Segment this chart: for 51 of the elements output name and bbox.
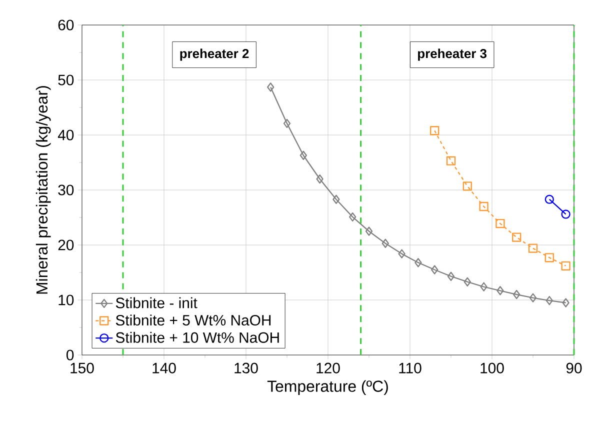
legend-label: Stibnite - init bbox=[116, 297, 198, 308]
point bbox=[496, 218, 505, 228]
point bbox=[430, 126, 440, 136]
point bbox=[414, 258, 422, 268]
x-axis-title: Temperature (ºC) bbox=[267, 380, 388, 396]
point bbox=[349, 212, 356, 222]
point bbox=[398, 249, 406, 258]
y-tick-label: 0 bbox=[66, 350, 74, 360]
legend-label: Stibnite + 5 Wt% NaOH bbox=[116, 314, 271, 326]
point bbox=[316, 174, 324, 184]
point bbox=[446, 156, 456, 166]
x-tick-label: 110 bbox=[399, 362, 422, 374]
x-tick-label: 140 bbox=[152, 362, 176, 374]
point bbox=[546, 296, 553, 306]
point bbox=[496, 286, 504, 296]
point bbox=[431, 265, 438, 274]
point bbox=[365, 226, 373, 236]
x-tick-label: 130 bbox=[234, 362, 258, 374]
point bbox=[382, 238, 389, 248]
y-tick-label: 50 bbox=[58, 74, 74, 86]
point bbox=[513, 290, 520, 300]
point bbox=[562, 298, 570, 308]
y-tick-label: 10 bbox=[58, 294, 74, 306]
point bbox=[544, 194, 554, 204]
y-tick-label: 60 bbox=[58, 20, 74, 30]
y-tick-label: 40 bbox=[58, 130, 74, 140]
point bbox=[529, 293, 537, 302]
point bbox=[462, 182, 472, 191]
x-tick-label: 150 bbox=[70, 362, 94, 374]
annotation: preheater 3 bbox=[418, 48, 487, 61]
point bbox=[528, 244, 538, 253]
annotation: preheater 2 bbox=[180, 48, 249, 61]
legend-label: Stibnite + 10 Wt% NaOH bbox=[116, 332, 279, 343]
y-axis-title: Mineral precipitation (kg/year) bbox=[36, 86, 51, 294]
point bbox=[561, 261, 570, 270]
point bbox=[464, 277, 471, 286]
x-tick-label: 100 bbox=[480, 362, 504, 374]
point bbox=[267, 82, 274, 92]
point bbox=[479, 202, 488, 212]
point bbox=[332, 194, 340, 204]
point bbox=[480, 282, 488, 292]
point bbox=[283, 118, 291, 128]
point bbox=[512, 232, 522, 242]
point bbox=[561, 210, 570, 219]
point bbox=[300, 150, 307, 160]
y-tick-label: 20 bbox=[58, 240, 74, 250]
y-tick-label: 30 bbox=[58, 184, 74, 196]
x-tick-label: 120 bbox=[316, 362, 340, 374]
point bbox=[447, 272, 455, 281]
x-tick-label: 90 bbox=[566, 362, 582, 374]
point bbox=[544, 253, 554, 262]
